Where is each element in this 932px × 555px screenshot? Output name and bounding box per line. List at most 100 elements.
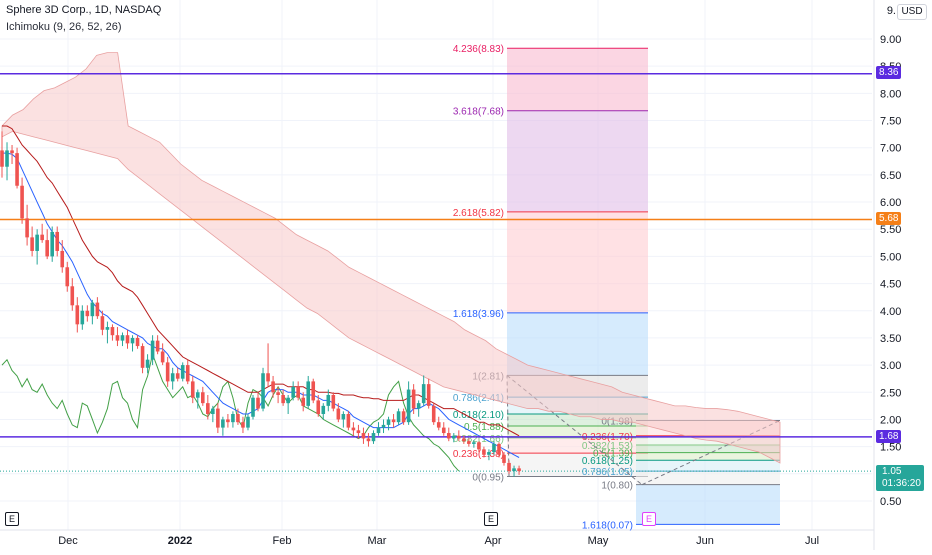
- candle-body: [165, 362, 170, 382]
- time-tick-label: 2022: [168, 535, 192, 547]
- price-tick-label: 7.50: [880, 116, 901, 128]
- candle-body: [125, 335, 130, 344]
- candle-body: [20, 185, 24, 219]
- candle-body: [155, 340, 160, 352]
- candle-body: [55, 231, 60, 251]
- candle-body: [502, 454, 506, 463]
- candle-body: [95, 302, 100, 317]
- candle-body: [472, 442, 476, 444]
- candle-body: [271, 381, 275, 393]
- candle-body: [376, 427, 381, 434]
- candle-body: [482, 449, 486, 455]
- fib-retracement-label: 0.786(1.05): [582, 467, 633, 478]
- candle-body: [462, 438, 466, 442]
- candle-body: [276, 392, 280, 395]
- fib-extension-label: 1.618(3.96): [453, 309, 504, 320]
- candle-body: [216, 408, 220, 428]
- fib-extension-label: 0.382(1.66): [453, 434, 504, 445]
- candle-body: [291, 386, 295, 398]
- fib-extension-zone: [507, 110, 648, 212]
- candle-body: [5, 150, 9, 167]
- price-tick-label: 3.00: [880, 360, 901, 372]
- earnings-marker-2[interactable]: E: [484, 512, 498, 526]
- candle-body: [411, 389, 416, 409]
- indicator-legend[interactable]: Ichimoku (9, 26, 52, 26): [6, 21, 122, 33]
- candle-body: [100, 316, 105, 330]
- price-tick-label: 5.50: [880, 224, 901, 236]
- candle-body: [65, 267, 70, 287]
- price-tick-label: 9.00: [880, 34, 901, 46]
- earnings-marker-1[interactable]: E: [5, 512, 19, 526]
- fib-retracement-zone: [636, 460, 780, 472]
- candle-body: [296, 386, 300, 398]
- candle-body: [341, 414, 346, 420]
- time-tick-label: Mar: [368, 535, 387, 547]
- candle-body: [366, 438, 371, 442]
- bar-countdown: 01:36:20: [882, 478, 921, 489]
- candle-body: [30, 237, 34, 251]
- price-tick-label: 2.00: [880, 414, 901, 426]
- candle-body: [436, 422, 441, 428]
- fib-retracement-label: 1.618(0.07): [582, 520, 633, 531]
- time-tick-label: Jun: [696, 535, 714, 547]
- candle-body: [226, 419, 230, 423]
- candle-body: [487, 452, 491, 455]
- candle-body: [75, 305, 80, 325]
- candle-body: [452, 435, 456, 439]
- fib-retracement-zone: [636, 484, 780, 525]
- fib-retracement-zone: [636, 452, 780, 461]
- candle-body: [180, 365, 185, 379]
- fib-retracement-label: 0.382(1.53): [582, 441, 633, 452]
- candle-body: [311, 381, 316, 401]
- price-tick-label: 7.00: [880, 143, 901, 155]
- price-tick-label: 6.50: [880, 170, 901, 182]
- earnings-marker-3[interactable]: E: [642, 512, 656, 526]
- candle-body: [10, 150, 14, 154]
- candle-body: [431, 405, 436, 423]
- candle-body: [266, 373, 270, 382]
- candle-body: [206, 403, 210, 415]
- candle-body: [160, 351, 165, 363]
- time-tick-label: Dec: [58, 535, 78, 547]
- candle-body: [416, 403, 421, 409]
- candle-body: [321, 405, 326, 415]
- candle-body: [45, 240, 49, 257]
- candle-body: [0, 150, 4, 167]
- candle-body: [497, 443, 501, 455]
- candle-body: [306, 381, 311, 406]
- last-price-badge: 1.05 01:36:20: [876, 465, 924, 491]
- price-tick-label: 6.00: [880, 197, 901, 209]
- candle-body: [150, 340, 155, 360]
- chikou-span-line: [1, 352, 460, 472]
- fib-extension-zone: [507, 414, 648, 426]
- price-tick-label: 4.00: [880, 306, 901, 318]
- price-badge-5-68: 5.68: [876, 212, 902, 225]
- candle-body: [361, 433, 366, 439]
- fib-extension-label: 0.5(1.88): [464, 422, 504, 433]
- currency-selector[interactable]: USD: [897, 4, 927, 20]
- candle-body: [512, 468, 516, 472]
- fib-retracement-label: 0(1.98): [601, 417, 633, 428]
- fib-extension-label: 0.786(2.41): [453, 393, 504, 404]
- candle-body: [371, 433, 376, 442]
- price-badge-8-36: 8.36: [876, 66, 902, 79]
- candle-body: [130, 337, 135, 344]
- fib-extension-label: 0(0.95): [472, 473, 504, 484]
- price-tick-label: 8.00: [880, 88, 901, 100]
- candle-body: [231, 414, 235, 423]
- candle-body: [211, 408, 215, 415]
- candle-body: [492, 443, 496, 453]
- candle-body: [170, 373, 175, 382]
- candle-body: [201, 392, 205, 404]
- candle-body: [246, 416, 250, 428]
- fib-extension-zone: [507, 211, 648, 313]
- candle-body: [386, 419, 391, 425]
- candle-body: [105, 327, 110, 330]
- candle-body: [401, 411, 406, 423]
- candle-body: [517, 468, 521, 472]
- candle-body: [236, 414, 240, 423]
- candle-body: [261, 373, 265, 409]
- candle-body: [351, 427, 356, 431]
